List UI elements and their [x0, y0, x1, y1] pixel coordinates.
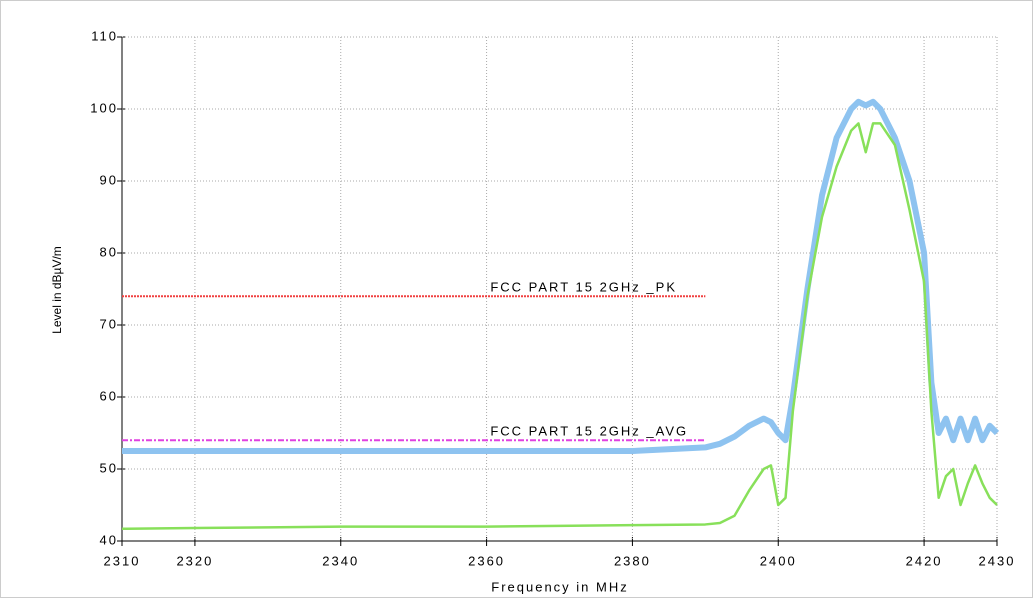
y-tick-label: 70 [100, 316, 118, 331]
y-tick-label: 100 [90, 100, 118, 115]
x-tick-label: 2420 [906, 553, 943, 568]
y-axis-label: Level in dBµV/m [50, 246, 64, 334]
x-tick-label: 2430 [979, 553, 1016, 568]
x-tick-label: 2310 [104, 553, 141, 568]
limit-label: FCC PART 15 2GHz _AVG [490, 424, 688, 439]
y-tick-label: 40 [100, 532, 118, 547]
y-tick-label: 50 [100, 460, 118, 475]
y-tick-label: 80 [100, 244, 118, 259]
trace [122, 98, 1000, 454]
y-tick-label: 90 [100, 172, 118, 187]
limit-label: FCC PART 15 2GHz _PK [490, 280, 677, 295]
x-tick-label: 2400 [760, 553, 797, 568]
y-tick-label: 60 [100, 388, 118, 403]
y-tick-label: 110 [91, 28, 118, 43]
x-tick-label: 2360 [468, 553, 505, 568]
trace [121, 122, 998, 531]
x-tick-label: 2380 [614, 553, 651, 568]
x-tick-label: 2320 [176, 553, 213, 568]
x-tick-label: 2340 [322, 553, 359, 568]
x-axis-label: Frequency in MHz [491, 579, 628, 594]
